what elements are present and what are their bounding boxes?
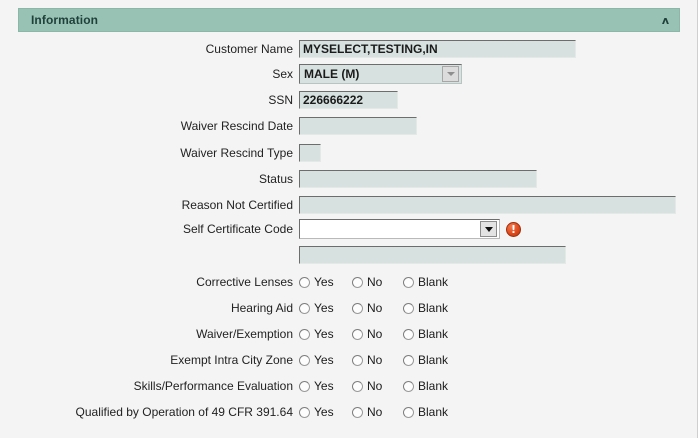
radio-exempt-intra-city-zone-blank[interactable]: Blank	[403, 353, 459, 367]
label-sex: Sex	[272, 67, 293, 81]
radio-group-waiver-exemption: Yes No Blank	[299, 327, 459, 341]
radio-row-corrective-lenses: Corrective Lenses Yes No Blank	[18, 271, 459, 293]
radio-row-waiver-exemption: Waiver/Exemption Yes No Blank	[18, 323, 459, 345]
label-exempt-intra-city-zone: Exempt Intra City Zone	[170, 353, 293, 367]
radio-label: No	[367, 327, 383, 341]
radio-label: Blank	[418, 353, 449, 367]
radio-group-qualified-by-operation: Yes No Blank	[299, 405, 459, 419]
field-row-status: Status	[18, 168, 537, 190]
radio-skills-performance-evaluation-yes[interactable]: Yes	[299, 379, 352, 393]
radio-qualified-by-operation-blank[interactable]: Blank	[403, 405, 459, 419]
radio-label: No	[367, 353, 383, 367]
label-reason-not-certified: Reason Not Certified	[181, 198, 293, 212]
radio-row-exempt-intra-city-zone: Exempt Intra City Zone Yes No Blank	[18, 349, 459, 371]
radio-row-skills-performance-evaluation: Skills/Performance Evaluation Yes No Bla…	[18, 375, 459, 397]
radio-label: No	[367, 379, 383, 393]
radio-hearing-aid-blank[interactable]: Blank	[403, 301, 459, 315]
radio-label: Yes	[314, 275, 334, 289]
radio-group-exempt-intra-city-zone: Yes No Blank	[299, 353, 459, 367]
radio-label: Blank	[418, 301, 449, 315]
chevron-down-icon	[480, 221, 497, 237]
panel-body: Customer Name MYSELECT,TESTING,IN Sex MA…	[18, 32, 680, 430]
radio-hearing-aid-yes[interactable]: Yes	[299, 301, 352, 315]
radio-skills-performance-evaluation-blank[interactable]: Blank	[403, 379, 459, 393]
waiver-rescind-date-input[interactable]	[299, 117, 417, 135]
error-exclamation-icon[interactable]: !	[506, 221, 521, 237]
radio-label: Blank	[418, 327, 449, 341]
radio-exempt-intra-city-zone-yes[interactable]: Yes	[299, 353, 352, 367]
radio-qualified-by-operation-yes[interactable]: Yes	[299, 405, 352, 419]
waiver-rescind-type-input[interactable]	[299, 144, 321, 162]
field-row-waiver-rescind-type: Waiver Rescind Type	[18, 142, 321, 164]
self-certificate-code-select[interactable]	[299, 219, 500, 239]
radio-label: Blank	[418, 379, 449, 393]
label-skills-performance-evaluation: Skills/Performance Evaluation	[133, 379, 293, 393]
radio-label: Yes	[314, 301, 334, 315]
radio-waiver-exemption-yes[interactable]: Yes	[299, 327, 352, 341]
radio-corrective-lenses-blank[interactable]: Blank	[403, 275, 459, 289]
radio-row-hearing-aid: Hearing Aid Yes No Blank	[18, 297, 459, 319]
radio-group-skills-performance-evaluation: Yes No Blank	[299, 379, 459, 393]
radio-hearing-aid-no[interactable]: No	[352, 301, 403, 315]
reason-not-certified-input[interactable]	[299, 196, 676, 214]
label-waiver-exemption: Waiver/Exemption	[196, 327, 293, 341]
radio-label: Blank	[418, 405, 449, 419]
radio-label: No	[367, 275, 383, 289]
chevron-up-icon[interactable]: ʌ	[661, 13, 669, 27]
radio-label: Yes	[314, 405, 334, 419]
radio-row-qualified-by-operation: Qualified by Operation of 49 CFR 391.64 …	[18, 401, 459, 423]
sex-select-value: MALE (M)	[304, 67, 360, 81]
radio-skills-performance-evaluation-no[interactable]: No	[352, 379, 403, 393]
label-customer-name: Customer Name	[205, 42, 293, 56]
radio-qualified-by-operation-no[interactable]: No	[352, 405, 403, 419]
radio-group-corrective-lenses: Yes No Blank	[299, 275, 459, 289]
label-qualified-by-operation: Qualified by Operation of 49 CFR 391.64	[75, 405, 293, 419]
radio-label: Blank	[418, 275, 449, 289]
radio-group-hearing-aid: Yes No Blank	[299, 301, 459, 315]
radio-corrective-lenses-yes[interactable]: Yes	[299, 275, 352, 289]
label-ssn: SSN	[268, 93, 293, 107]
radio-label: Yes	[314, 379, 334, 393]
field-row-self-certificate-code: Self Certificate Code !	[18, 218, 521, 240]
radio-corrective-lenses-no[interactable]: No	[352, 275, 403, 289]
field-row-customer-name: Customer Name MYSELECT,TESTING,IN	[18, 38, 576, 60]
label-self-certificate-code: Self Certificate Code	[182, 222, 293, 236]
radio-label: Yes	[314, 353, 334, 367]
field-row-waiver-rescind-date: Waiver Rescind Date	[18, 115, 417, 137]
ssn-input[interactable]: 226666222	[299, 91, 398, 109]
radio-waiver-exemption-blank[interactable]: Blank	[403, 327, 459, 341]
chevron-down-icon	[442, 66, 459, 82]
field-row-sex: Sex MALE (M)	[18, 63, 462, 85]
label-corrective-lenses: Corrective Lenses	[196, 275, 293, 289]
label-waiver-rescind-type: Waiver Rescind Type	[180, 146, 293, 160]
panel-header: Information ʌ	[18, 8, 680, 32]
status-input[interactable]	[299, 170, 537, 188]
field-row-ssn: SSN 226666222	[18, 89, 398, 111]
field-row-self-certificate-description	[18, 244, 566, 266]
radio-waiver-exemption-no[interactable]: No	[352, 327, 403, 341]
field-row-reason-not-certified: Reason Not Certified	[18, 194, 676, 216]
radio-label: Yes	[314, 327, 334, 341]
radio-exempt-intra-city-zone-no[interactable]: No	[352, 353, 403, 367]
page-title: Information	[31, 13, 99, 27]
customer-name-input[interactable]: MYSELECT,TESTING,IN	[299, 40, 576, 58]
radio-label: No	[367, 405, 383, 419]
radio-label: No	[367, 301, 383, 315]
label-status: Status	[258, 172, 293, 186]
self-certificate-description-input[interactable]	[299, 246, 566, 264]
label-waiver-rescind-date: Waiver Rescind Date	[180, 119, 293, 133]
sex-select[interactable]: MALE (M)	[299, 64, 462, 84]
label-hearing-aid: Hearing Aid	[230, 301, 293, 315]
